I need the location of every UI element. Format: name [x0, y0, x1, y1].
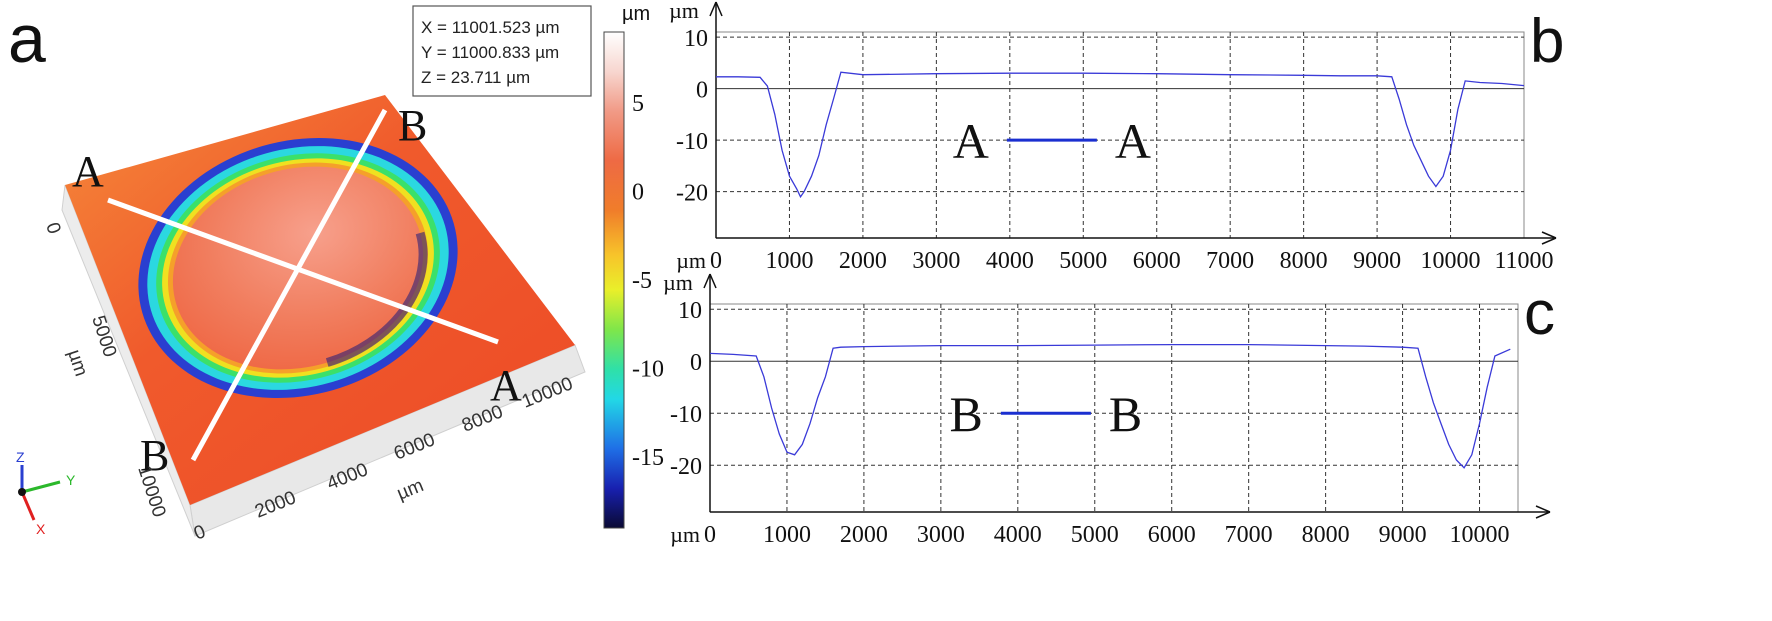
x-tick-label: 8000 — [1280, 248, 1328, 274]
plot-area — [715, 31, 1525, 239]
x-tick-label: 11000 — [1494, 248, 1553, 274]
profile-series-line — [716, 71, 1525, 199]
colorbar — [603, 31, 625, 529]
x-tick-label: 1000 — [765, 248, 813, 274]
y-axis-arrow-icon — [703, 273, 717, 289]
x-tick-label: 7000 — [1225, 522, 1273, 548]
plot-area — [709, 303, 1519, 513]
block-left-face — [61, 184, 196, 537]
x-tick-label: 3000 — [917, 522, 965, 548]
readout-x: X = 11001.523 µm — [421, 18, 560, 37]
y-tick-label: -10 — [676, 129, 708, 155]
y-tick-label: -20 — [676, 181, 708, 207]
panel-a-label: a — [8, 1, 46, 77]
colorbar-unit: µm — [622, 3, 650, 25]
panel-a-3d-view: a A A B B 0 5000 µm 10000 — [8, 1, 664, 545]
axis-triad-icon: Z Y X — [16, 449, 76, 537]
y-axis-unit: µm — [669, 0, 699, 23]
x-tick-label: 0 — [710, 248, 722, 274]
triad-x-label: X — [36, 521, 46, 537]
y-tick-label: 10 — [684, 26, 708, 52]
y-tick-label: 0 — [690, 350, 702, 376]
section-label-a-start: A — [72, 147, 104, 196]
y-tick-label: 10 — [678, 298, 702, 324]
triad-y-label: Y — [66, 472, 76, 488]
legend-label-left: B — [950, 386, 983, 442]
y-axis-unit: µm — [63, 347, 91, 379]
x-axis-unit: µm — [676, 248, 706, 273]
x-axis-unit: µm — [670, 522, 700, 547]
x-tick-label: 5000 — [1059, 248, 1107, 274]
legend-label-right: A — [1115, 113, 1151, 169]
x-tick-label: 2000 — [840, 522, 888, 548]
x-tick-label: 8000 — [1302, 522, 1350, 548]
x-tick-label: 1000 — [763, 522, 811, 548]
x-axis-unit: µm — [394, 475, 427, 505]
colorbar-tick-label: 5 — [632, 91, 644, 117]
x-tick-label: 2000 — [839, 248, 887, 274]
panel-b-profile-chart: 0 1000 2000 3000 4000 5000 6000 7000 8000 9000 100… — [669, 0, 1564, 274]
coordinate-readout-box — [412, 5, 592, 97]
x-tick-label: 4000 — [986, 248, 1034, 274]
triad-z-label: Z — [16, 449, 25, 465]
colorbar-tick-label: -5 — [632, 268, 652, 294]
colorbar-ticks: 5 0 -5 -10 -15 — [632, 91, 664, 471]
y-tick-label: -20 — [670, 454, 702, 480]
colorbar-tick-label: -10 — [632, 357, 664, 383]
x-tick-label: 9000 — [1379, 522, 1427, 548]
legend-label-left: A — [953, 113, 989, 169]
x-tick-label: 0 — [704, 522, 716, 548]
x-tick-label: 6000 — [1148, 522, 1196, 548]
x-tick-label: 6000 — [1133, 248, 1181, 274]
section-label-b-end: B — [140, 431, 169, 480]
colorbar-tick-label: 0 — [632, 179, 644, 205]
y-tick-label: 0 — [696, 78, 708, 104]
x-axis-arrow-icon — [1535, 505, 1551, 519]
y-axis-unit: µm — [663, 270, 693, 295]
panel-label: c — [1524, 279, 1555, 348]
legend-label-right: B — [1109, 386, 1142, 442]
section-line-b-b — [190, 108, 388, 462]
section-label-a-end: A — [490, 361, 522, 410]
y-tick-label: -10 — [670, 402, 702, 428]
x-tick-label: 10000 — [1450, 522, 1510, 548]
panel-c-profile-chart: 0 1000 2000 3000 4000 5000 6000 7000 8000 9000 100… — [663, 270, 1555, 548]
x-tick-label: 3000 — [912, 248, 960, 274]
x-tick-label: 10000 — [1421, 248, 1481, 274]
x-tick-label: 5000 — [1071, 522, 1119, 548]
readout-z: Z = 23.711 µm — [421, 68, 530, 87]
section-label-b-start: B — [398, 101, 427, 150]
x-axis-arrow-icon — [1541, 231, 1557, 245]
colorbar-tick-label: -15 — [632, 445, 664, 471]
panel-label: b — [1530, 7, 1564, 76]
x-tick-label: 4000 — [994, 522, 1042, 548]
profile-series-line — [709, 343, 1511, 469]
y-axis-arrow-icon — [709, 1, 723, 17]
x-tick-label: 9000 — [1353, 248, 1401, 274]
x-tick-label: 7000 — [1206, 248, 1254, 274]
readout-y: Y = 11000.833 µm — [421, 43, 559, 62]
section-line-a-a — [107, 197, 499, 345]
y-tick-label: 0 — [41, 220, 64, 237]
